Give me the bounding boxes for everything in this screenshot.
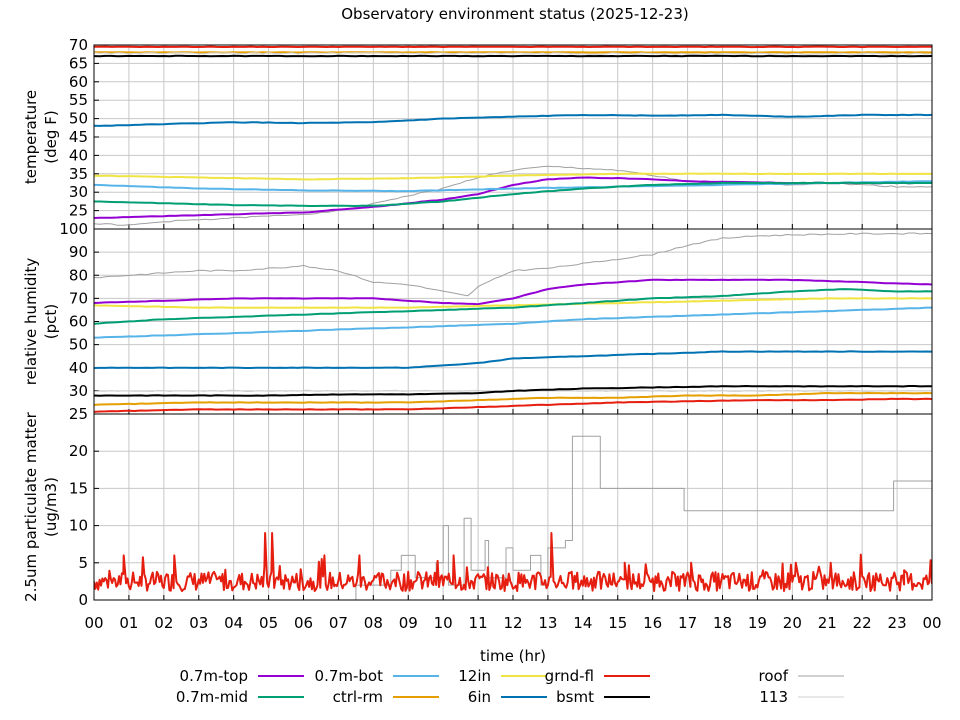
- y-tick-label: 100: [59, 220, 88, 238]
- series-line-roof: [94, 165, 932, 226]
- series-line-bsmt: [94, 385, 932, 397]
- series-line-0.7m-mid: [94, 288, 932, 325]
- y-tick-label: 10: [69, 517, 88, 535]
- x-tick-label: 02: [154, 614, 173, 632]
- y-tick-label: 40: [69, 359, 88, 377]
- legend-label: 6in: [468, 688, 491, 706]
- x-tick-label: 05: [259, 614, 278, 632]
- y-tick-label: 40: [69, 146, 88, 164]
- y-tick-label: 55: [69, 91, 88, 109]
- legend-label: 0.7m-bot: [315, 667, 384, 685]
- y-axis-label: (pct): [42, 304, 60, 339]
- series-line-ctrl-rm: [94, 51, 932, 54]
- x-tick-label: 08: [364, 614, 383, 632]
- y-tick-label: 60: [69, 313, 88, 331]
- y-tick-label: 5: [78, 554, 88, 572]
- series-line-113: [94, 435, 932, 600]
- panel-series: [94, 435, 932, 600]
- legend-label: bsmt: [556, 688, 594, 706]
- x-tick-label: 03: [189, 614, 208, 632]
- x-tick-label: 23: [888, 614, 907, 632]
- x-tick-label: 22: [853, 614, 872, 632]
- legend-label: ctrl-rm: [333, 688, 383, 706]
- x-tick-label: 00: [84, 614, 103, 632]
- y-tick-label: 30: [69, 183, 88, 201]
- y-axis-label: (ug/m3): [42, 477, 60, 537]
- series-line-grnd-fl: [94, 45, 932, 49]
- legend-label: roof: [759, 667, 789, 685]
- panel-3: 0 5 10 15 20 25 2.5um particulate matter (ug/m3…: [22, 405, 933, 609]
- y-tick-label: 65: [69, 54, 88, 72]
- panel-series: [94, 45, 932, 226]
- y-tick-label: 45: [69, 128, 88, 146]
- y-tick-label: 50: [69, 110, 88, 128]
- x-tick-label: 17: [678, 614, 697, 632]
- y-axis-label: (deg F): [42, 110, 60, 163]
- y-tick-label: 90: [69, 243, 88, 261]
- x-tick-label: 06: [294, 614, 313, 632]
- series-line-12in: [94, 172, 932, 181]
- y-tick-label: 25: [69, 405, 88, 423]
- series-line-0.7m-mid: [94, 181, 932, 207]
- legend: 0.7m-top 0.7m-bot 12in grnd-fl roof 0.7m-mid c…: [176, 667, 844, 706]
- y-tick-label: 15: [69, 479, 88, 497]
- x-tick-label: 18: [713, 614, 732, 632]
- y-axis-label: relative humidity: [22, 258, 40, 386]
- series-line-grnd-fl: [94, 532, 932, 593]
- chart-title: Observatory environment status (2025-12-…: [341, 5, 689, 23]
- x-tick-labels: 00 01 02 03 04 05 06 07 08 09 10 11 12 13 14 15 16 17 18 19…: [84, 614, 941, 632]
- legend-label: grnd-fl: [545, 667, 594, 685]
- y-tick-label: 50: [69, 336, 88, 354]
- series-line-0.7m-top: [94, 278, 932, 306]
- panel-2: 30 40 50 60 70 80 90 100 relative humidity (pct): [22, 220, 933, 415]
- legend-label: 0.7m-top: [180, 667, 248, 685]
- y-tick-label: 30: [69, 382, 88, 400]
- series-line-6in: [94, 350, 932, 369]
- x-tick-label: 12: [503, 614, 522, 632]
- x-tick-label: 11: [469, 614, 488, 632]
- legend-label: 113: [759, 688, 788, 706]
- x-axis-label: time (hr): [480, 647, 546, 665]
- x-tick-label: 14: [573, 614, 592, 632]
- legend-label: 0.7m-mid: [176, 688, 248, 706]
- x-tick-label: 13: [538, 614, 557, 632]
- x-tick-label: 00: [922, 614, 941, 632]
- series-line-113: [94, 52, 932, 55]
- y-tick-label: 60: [69, 73, 88, 91]
- series-line-12in: [94, 297, 932, 309]
- x-tick-label: 10: [434, 614, 453, 632]
- x-tick-label: 21: [818, 614, 837, 632]
- x-tick-label: 19: [748, 614, 767, 632]
- y-tick-label: 0: [78, 591, 88, 609]
- y-axis-label: 2.5um particulate matter: [22, 411, 40, 601]
- x-tick-label: 15: [608, 614, 627, 632]
- y-axis-label: temperature: [22, 90, 40, 184]
- y-tick-label: 25: [69, 202, 88, 220]
- panel-series: [94, 232, 932, 413]
- y-tick-label: 70: [69, 289, 88, 307]
- x-tick-label: 20: [783, 614, 802, 632]
- series-line-ctrl-rm: [94, 392, 932, 406]
- series-line-bsmt: [94, 54, 932, 58]
- x-tick-label: 16: [643, 614, 662, 632]
- panel-frame: [93, 413, 933, 601]
- x-tick-label: 01: [119, 614, 138, 632]
- y-tick-label: 20: [69, 442, 88, 460]
- x-tick-label: 04: [224, 614, 243, 632]
- series-line-grnd-fl: [94, 397, 932, 413]
- legend-label: 12in: [458, 667, 491, 685]
- x-tick-label: 07: [329, 614, 348, 632]
- y-tick-label: 35: [69, 165, 88, 183]
- x-tick-label: 09: [399, 614, 418, 632]
- series-line-6in: [94, 113, 932, 127]
- series-line-roof: [94, 232, 932, 297]
- y-tick-label: 70: [69, 36, 88, 54]
- y-tick-label: 80: [69, 266, 88, 284]
- series-line-0.7m-bot: [94, 306, 932, 339]
